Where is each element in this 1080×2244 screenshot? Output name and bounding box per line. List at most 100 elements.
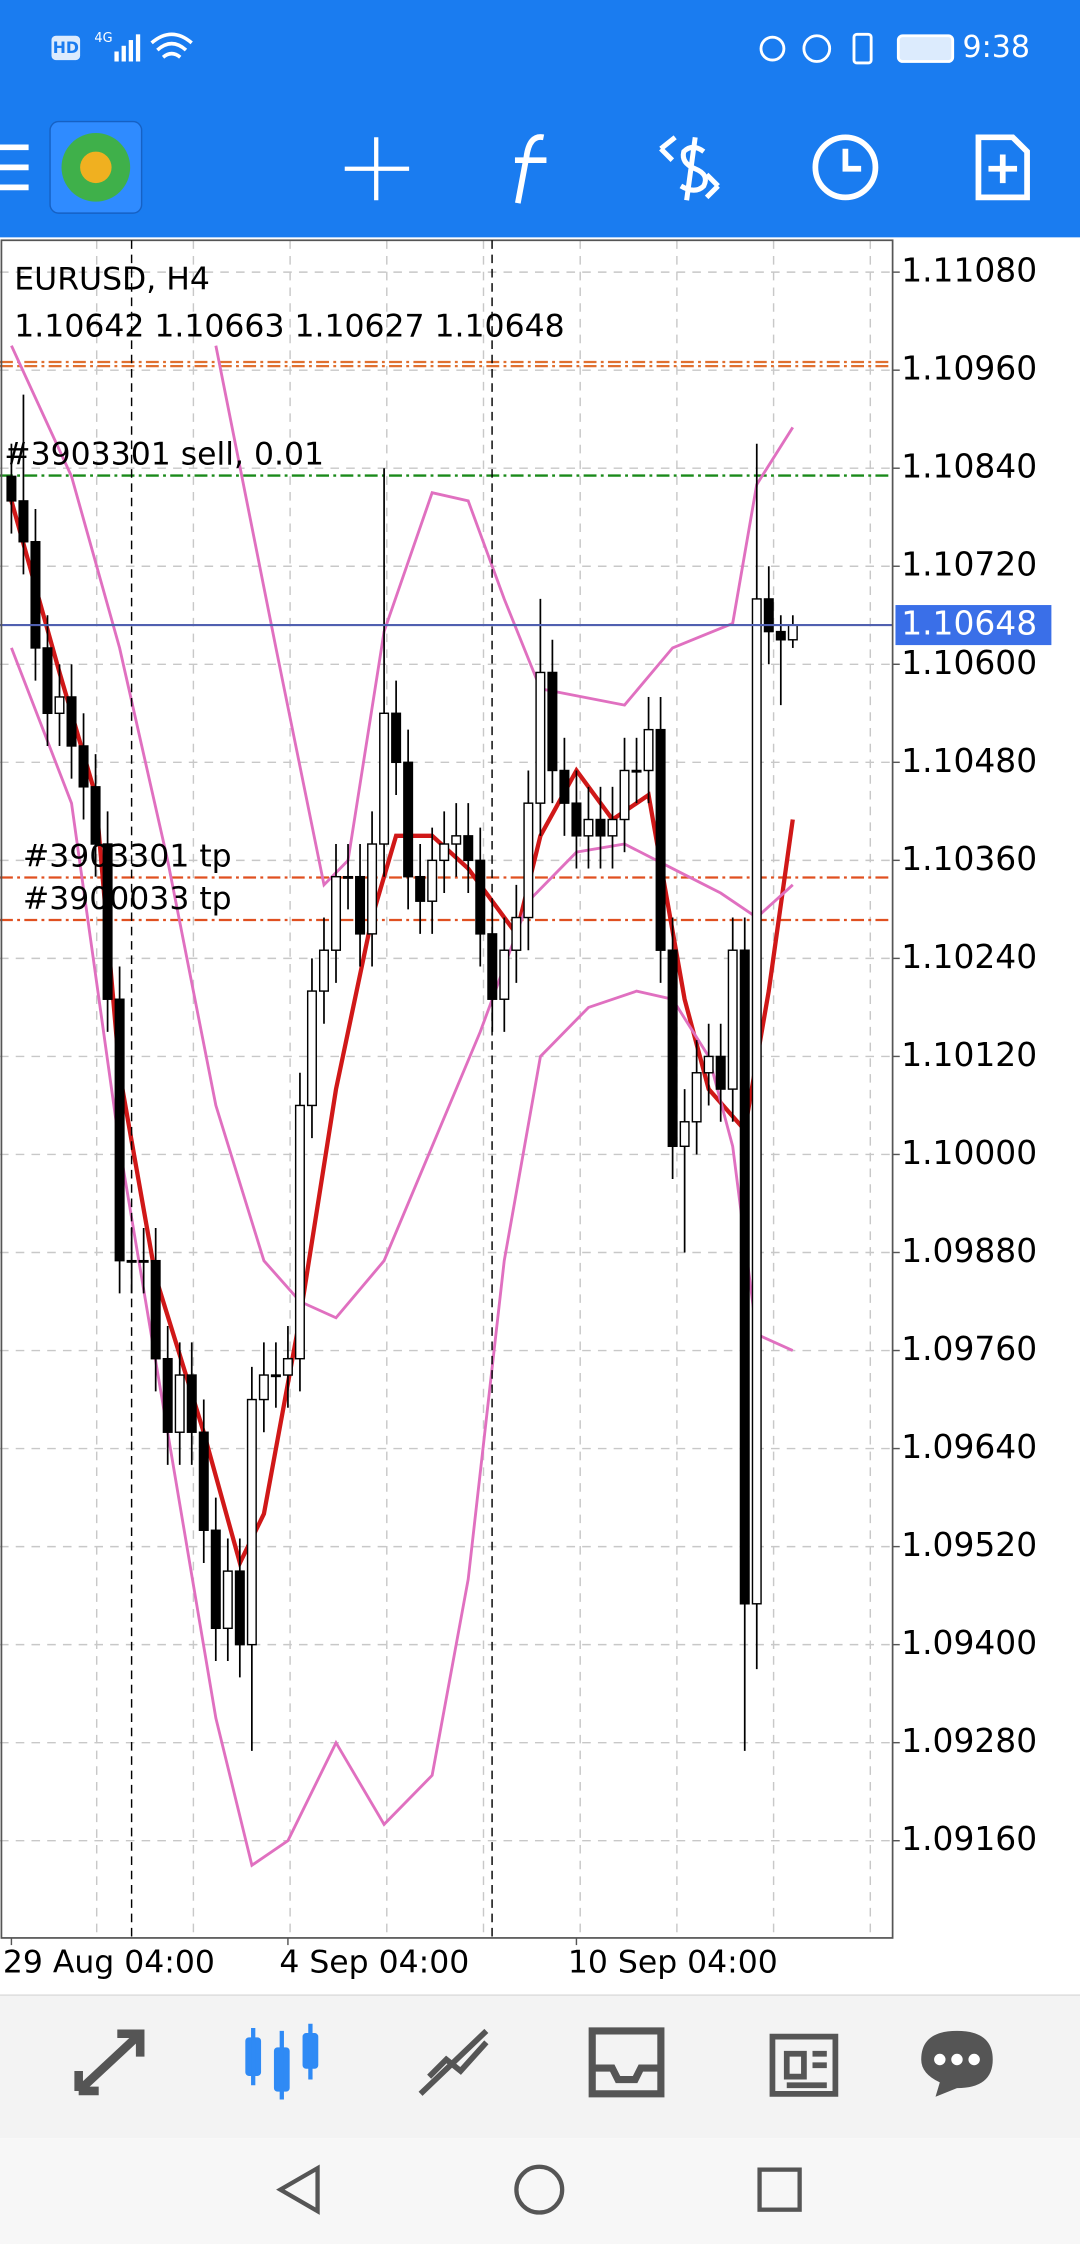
y-tick-label: 1.09640 [901, 1427, 1037, 1466]
plot-frame [0, 239, 894, 1939]
y-tick-label: 1.10120 [901, 1035, 1037, 1074]
candle-body [751, 598, 762, 1605]
news-tab[interactable] [769, 2033, 839, 2097]
x-tick-label: 10 Sep 04:00 [568, 1945, 778, 1981]
eye-icon [759, 35, 786, 62]
alarm-icon [802, 34, 832, 63]
candle-body [643, 728, 654, 772]
quote: 1.10642 1.10663 1.10627 1.10648 [14, 309, 564, 345]
x-tick-label: 29 Aug 04:00 [3, 1945, 215, 1981]
hd-text: HD [53, 38, 79, 57]
y-tick-label: 1.10720 [901, 545, 1037, 584]
candle-body [775, 630, 786, 641]
candle-body [150, 1259, 161, 1360]
recents-button[interactable] [757, 2167, 802, 2212]
candle-body [715, 1055, 726, 1090]
candle-body [318, 949, 329, 992]
wifi-icon [150, 32, 193, 59]
signal-icon [114, 34, 141, 62]
trade-button[interactable] [659, 135, 720, 201]
home-button[interactable] [514, 2164, 565, 2215]
candle-body [54, 696, 65, 715]
y-tick-label: 1.10000 [901, 1133, 1037, 1172]
candle-body [451, 835, 462, 845]
order-label: #3903301 tp [23, 838, 232, 874]
candle-body [523, 802, 534, 919]
chart-tab[interactable] [245, 2023, 319, 2100]
candle-body [787, 624, 798, 641]
y-tick-label: 1.09160 [901, 1819, 1037, 1858]
candle-body [162, 1357, 173, 1433]
candle-body [727, 949, 738, 1090]
candle-body [270, 1374, 281, 1378]
candle-body [427, 859, 438, 902]
new-order-button[interactable] [975, 134, 1030, 201]
order-label: #3903301 sell, 0.01 [4, 437, 324, 473]
candle-body [583, 818, 594, 837]
period-button[interactable] [812, 134, 879, 201]
candle-body [379, 712, 390, 845]
y-tick-label: 1.10960 [901, 349, 1037, 388]
candle-body [78, 745, 89, 788]
indicators-button[interactable] [514, 134, 547, 204]
chat-dots [934, 2053, 980, 2066]
candle-body [234, 1570, 245, 1646]
candle-body [90, 786, 101, 845]
trade-tab[interactable] [418, 2028, 489, 2096]
network-type: 4G [94, 31, 112, 46]
y-tick-label: 1.10840 [901, 447, 1037, 486]
history-tab[interactable] [588, 2027, 665, 2098]
indicator-line [10, 345, 794, 1320]
candle-body [739, 949, 750, 1605]
candle-body [138, 1259, 149, 1263]
candle-body [330, 875, 342, 951]
y-tick-label: 1.10360 [901, 839, 1037, 878]
menu-button[interactable] [0, 144, 29, 191]
candle-body [691, 1072, 702, 1123]
candle-body [367, 843, 378, 935]
candle-body [391, 712, 402, 764]
candle-body [42, 647, 53, 715]
candle-body [355, 875, 366, 935]
system-nav [0, 2138, 1080, 2244]
candle-body [6, 475, 17, 502]
candle-body [282, 1357, 293, 1376]
order-label: #3900033 tp [23, 881, 232, 917]
candle-body [763, 598, 774, 633]
candle-body [607, 818, 618, 837]
chart-area [0, 237, 1080, 1996]
candle-body [30, 541, 41, 649]
candle-body [403, 761, 414, 878]
candle-body [703, 1055, 714, 1074]
back-button[interactable] [276, 2164, 320, 2215]
crosshair-button[interactable] [344, 137, 410, 201]
quotes-tab[interactable] [74, 2029, 145, 2096]
candle-body [306, 990, 317, 1107]
battery-icon [896, 34, 955, 63]
candle-body [258, 1374, 269, 1401]
vibrate-icon [852, 32, 873, 65]
plot [0, 240, 893, 1938]
candle-body [667, 949, 678, 1148]
candle-body [415, 875, 426, 902]
candle-body [595, 818, 606, 837]
candle-body [174, 1374, 185, 1433]
y-tick-label: 1.09280 [901, 1721, 1037, 1760]
candle-body [222, 1570, 233, 1630]
hd-badge [51, 35, 81, 61]
candle-body [619, 769, 630, 821]
candle-body [210, 1529, 221, 1630]
price-tag [895, 605, 1052, 646]
candle-body [294, 1104, 305, 1360]
price-tag-label: 1.10648 [901, 604, 1037, 643]
y-tick-label: 1.10240 [901, 937, 1037, 976]
y-tick-label: 1.09880 [901, 1231, 1037, 1270]
indicator-line [10, 647, 794, 1868]
y-tick-label: 1.09760 [901, 1329, 1037, 1368]
candle-body [246, 1398, 257, 1646]
candle-body [18, 500, 29, 543]
candle-body [102, 843, 113, 1000]
candle-body [499, 949, 510, 1000]
